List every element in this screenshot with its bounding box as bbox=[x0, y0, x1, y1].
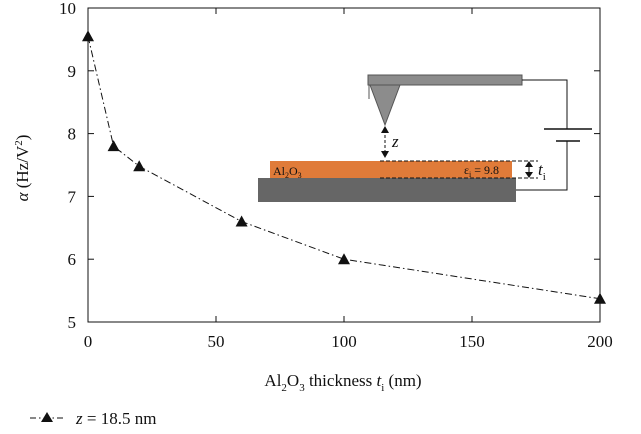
thickness-arrow-head-down bbox=[525, 172, 533, 178]
inset-schematic: z Al2O3 εi = 9.8 ti bbox=[258, 74, 592, 202]
afm-tip bbox=[369, 84, 401, 127]
x-tick-label: 0 bbox=[84, 332, 93, 351]
y-tick-label: 10 bbox=[59, 0, 76, 18]
substrate bbox=[258, 178, 516, 202]
cantilever-beam bbox=[367, 74, 523, 86]
legend: z = 18.5 nm bbox=[30, 409, 156, 428]
z-label: z bbox=[391, 132, 399, 151]
x-axis-label: Al2O3 thickness ti (nm) bbox=[264, 371, 421, 394]
thickness-arrow-head-up bbox=[525, 161, 533, 167]
al2o3-layer-label: Al2O3 bbox=[273, 164, 302, 180]
axis-ticks: 0 50 100 150 200 5 6 7 8 9 10 bbox=[59, 0, 613, 351]
al2o3-layer bbox=[270, 161, 512, 178]
circuit-wire-top bbox=[522, 79, 568, 129]
data-point-triangle bbox=[82, 30, 94, 42]
y-tick-label: 7 bbox=[68, 187, 77, 206]
data-series bbox=[82, 30, 606, 304]
legend-label: z = 18.5 nm bbox=[75, 409, 156, 428]
thickness-label: ti bbox=[538, 160, 546, 183]
legend-marker-triangle bbox=[41, 412, 53, 422]
data-point-triangle bbox=[107, 140, 120, 152]
data-point-triangle bbox=[133, 160, 146, 172]
data-point-triangle bbox=[338, 253, 350, 265]
z-arrow-head-down bbox=[381, 151, 389, 158]
x-tick-label: 50 bbox=[208, 332, 225, 351]
x-tick-label: 200 bbox=[587, 332, 613, 351]
circuit-wire-bottom bbox=[516, 141, 568, 191]
x-tick-label: 150 bbox=[459, 332, 485, 351]
z-arrow-head-up bbox=[381, 126, 389, 133]
y-axis-label: α (Hz/V2) bbox=[13, 135, 32, 202]
x-tick-label: 100 bbox=[331, 332, 357, 351]
y-tick-label: 8 bbox=[68, 125, 77, 144]
data-point-triangle bbox=[594, 292, 606, 304]
data-point-triangle bbox=[235, 215, 248, 227]
y-tick-label: 6 bbox=[68, 250, 77, 269]
permittivity-label: εi = 9.8 bbox=[464, 163, 499, 179]
y-tick-label: 9 bbox=[68, 62, 77, 81]
y-tick-label: 5 bbox=[68, 313, 77, 332]
series-line bbox=[87, 36, 601, 300]
